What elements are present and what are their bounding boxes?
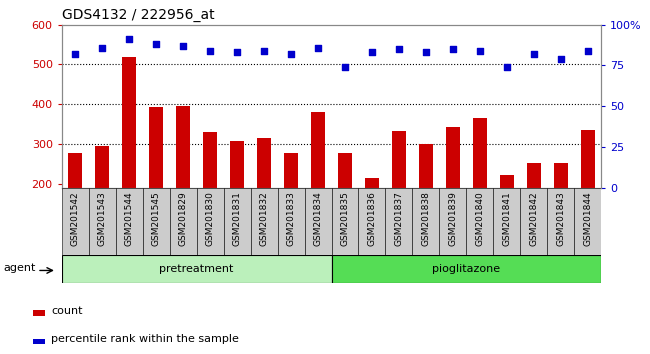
Point [205,48,215,54]
Bar [359,188,385,255]
Bar [500,175,514,188]
Bar [150,107,163,188]
Text: GSM201832: GSM201832 [259,191,268,246]
Bar [96,145,109,188]
Text: GSM201545: GSM201545 [151,191,161,246]
Point [70,51,81,57]
Bar [413,188,439,255]
Bar [332,255,601,283]
Text: GSM201842: GSM201842 [529,191,538,246]
Text: count: count [51,306,83,316]
Bar [196,188,224,255]
Point [421,50,431,55]
Bar [304,188,332,255]
Bar [385,188,413,255]
Text: GSM201843: GSM201843 [556,191,566,246]
Text: GSM201543: GSM201543 [98,191,107,246]
Text: GSM201833: GSM201833 [287,191,296,246]
Bar [32,339,46,344]
Text: GSM201542: GSM201542 [71,191,80,246]
Point [286,51,296,57]
Point [448,46,458,52]
Bar [439,188,467,255]
Point [582,48,593,54]
Text: GSM201844: GSM201844 [583,191,592,246]
Bar [62,255,332,283]
Bar [521,188,547,255]
Bar [365,178,379,188]
Bar [88,188,116,255]
Bar [284,153,298,188]
Bar [176,106,190,188]
Point [474,48,485,54]
Bar [224,188,251,255]
Point [124,36,135,42]
Bar [311,112,325,188]
Point [232,50,242,55]
Text: GSM201836: GSM201836 [367,191,376,246]
Bar [251,188,278,255]
Bar [116,188,143,255]
Bar [143,188,170,255]
Point [528,51,539,57]
Point [556,56,566,62]
Bar [332,188,359,255]
Bar [527,164,541,188]
Text: GDS4132 / 222956_at: GDS4132 / 222956_at [62,8,214,22]
Bar [575,188,601,255]
Text: GSM201838: GSM201838 [421,191,430,246]
Bar [392,131,406,188]
Point [394,46,404,52]
Point [367,50,377,55]
Text: GSM201834: GSM201834 [313,191,322,246]
Bar [419,143,433,188]
Bar [554,163,567,188]
Text: GSM201841: GSM201841 [502,191,512,246]
Point [97,45,107,50]
Bar [230,141,244,188]
Bar [62,188,88,255]
Point [151,41,161,47]
Bar [581,130,595,188]
Text: GSM201544: GSM201544 [125,191,134,246]
Bar [32,310,46,316]
Bar [68,153,82,188]
Text: GSM201830: GSM201830 [205,191,214,246]
Point [313,45,323,50]
Point [178,43,188,49]
Bar [338,153,352,188]
Text: GSM201835: GSM201835 [341,191,350,246]
Text: pretreatment: pretreatment [159,264,234,274]
Bar [446,127,460,188]
Bar [467,188,493,255]
Text: GSM201840: GSM201840 [475,191,484,246]
Text: agent: agent [3,263,36,273]
Text: pioglitazone: pioglitazone [432,264,500,274]
Bar [278,188,304,255]
Text: GSM201837: GSM201837 [395,191,404,246]
Bar [473,118,487,188]
Bar [170,188,196,255]
Point [259,48,269,54]
Point [502,64,512,70]
Text: GSM201829: GSM201829 [179,191,188,246]
Text: GSM201839: GSM201839 [448,191,458,246]
Text: GSM201831: GSM201831 [233,191,242,246]
Bar [122,57,136,188]
Bar [547,188,575,255]
Bar [203,132,217,188]
Point [340,64,350,70]
Bar [257,138,271,188]
Text: percentile rank within the sample: percentile rank within the sample [51,334,239,344]
Bar [493,188,521,255]
